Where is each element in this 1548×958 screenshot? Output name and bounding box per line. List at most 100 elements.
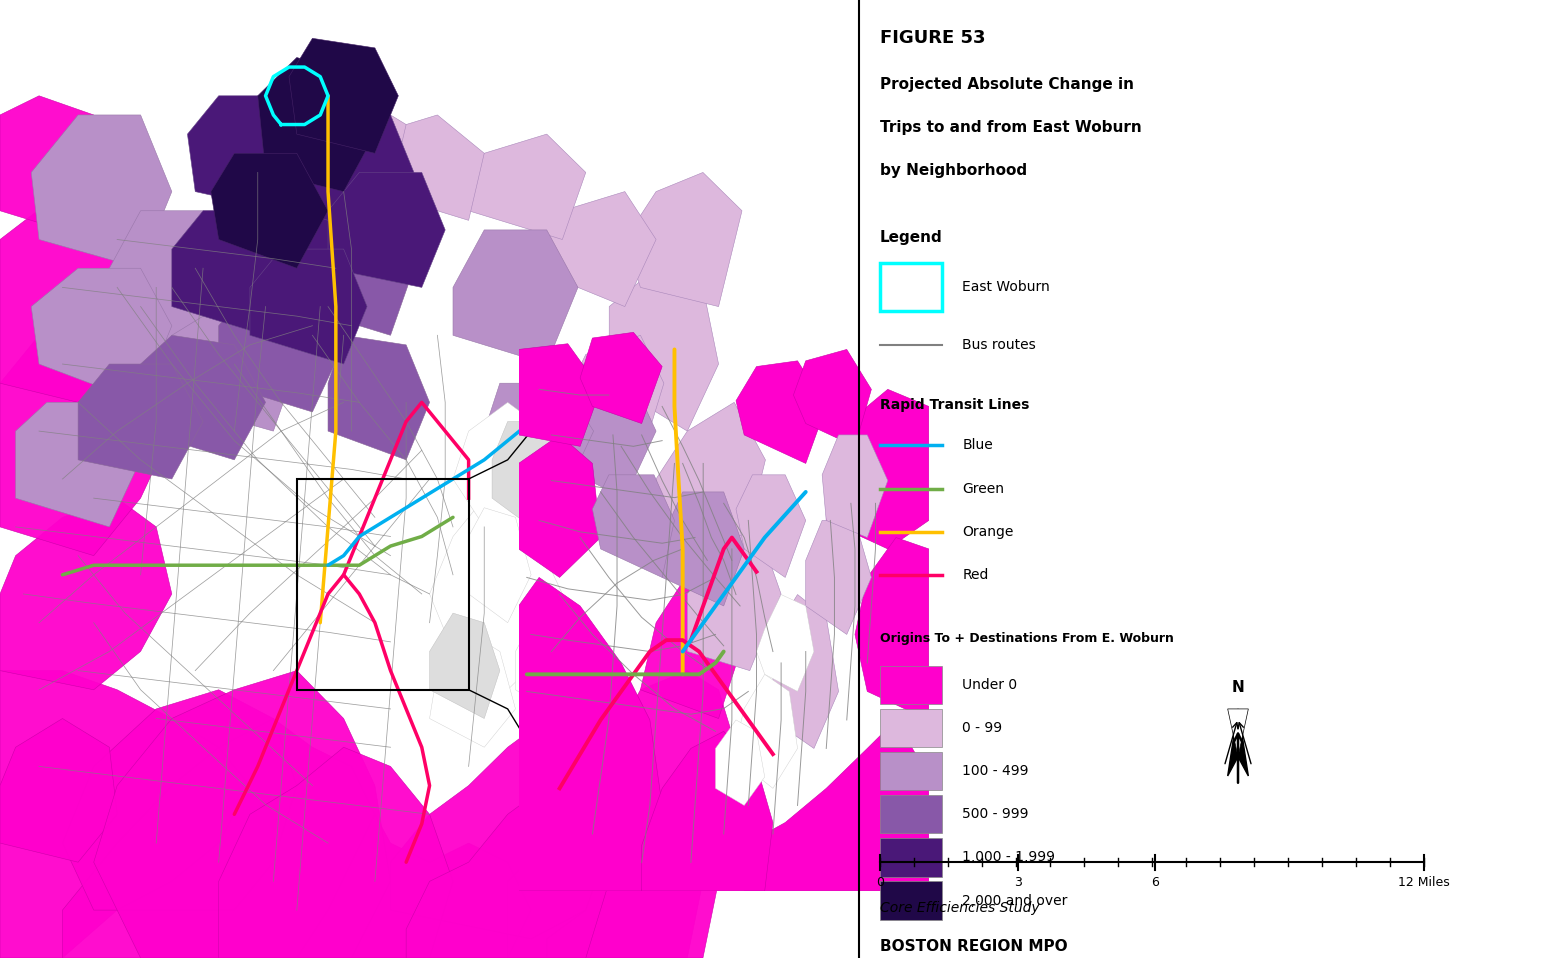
Text: 100 - 499: 100 - 499 [963, 764, 1029, 778]
Polygon shape [297, 814, 531, 958]
Text: Trips to and from East Woburn: Trips to and from East Woburn [879, 120, 1141, 135]
Text: by Neighborhood: by Neighborhood [879, 163, 1026, 178]
Polygon shape [31, 268, 172, 402]
Polygon shape [257, 57, 375, 192]
Polygon shape [515, 594, 593, 718]
Polygon shape [0, 335, 172, 556]
Polygon shape [735, 674, 797, 788]
Text: Red: Red [963, 568, 989, 582]
Text: 3: 3 [1014, 877, 1022, 889]
Polygon shape [531, 192, 656, 307]
Polygon shape [0, 192, 141, 402]
Text: Legend: Legend [879, 230, 943, 245]
Polygon shape [187, 96, 313, 211]
Polygon shape [31, 115, 172, 268]
Polygon shape [715, 720, 765, 806]
Polygon shape [827, 389, 929, 549]
Polygon shape [297, 211, 413, 335]
FancyBboxPatch shape [879, 263, 941, 311]
Text: 2,000 and over: 2,000 and over [963, 894, 1068, 907]
Polygon shape [580, 332, 663, 423]
Text: 1,000 - 1,999: 1,000 - 1,999 [963, 851, 1056, 864]
Polygon shape [745, 720, 929, 891]
Polygon shape [94, 671, 390, 958]
Polygon shape [519, 578, 663, 891]
Polygon shape [772, 595, 839, 748]
Polygon shape [562, 335, 664, 460]
FancyBboxPatch shape [879, 795, 941, 833]
Text: Rapid Transit Lines: Rapid Transit Lines [879, 398, 1029, 412]
Polygon shape [289, 38, 398, 153]
Polygon shape [297, 115, 413, 240]
Polygon shape [663, 492, 745, 606]
FancyBboxPatch shape [879, 881, 941, 920]
Polygon shape [546, 364, 656, 498]
Text: Bus routes: Bus routes [963, 338, 1036, 352]
Polygon shape [282, 96, 406, 192]
Text: 0 - 99: 0 - 99 [963, 721, 1003, 735]
Polygon shape [0, 498, 172, 690]
Polygon shape [15, 402, 141, 527]
Text: Projected Absolute Change in: Projected Absolute Change in [879, 77, 1133, 92]
FancyBboxPatch shape [879, 838, 941, 877]
Text: 12 Miles: 12 Miles [1398, 877, 1450, 889]
Polygon shape [62, 718, 375, 958]
Text: Origins To + Destinations From E. Woburn: Origins To + Destinations From E. Woburn [879, 632, 1173, 646]
Polygon shape [757, 595, 814, 692]
Polygon shape [328, 335, 430, 460]
Polygon shape [492, 422, 562, 527]
Polygon shape [735, 475, 807, 578]
Polygon shape [359, 115, 485, 220]
Text: 0: 0 [876, 877, 884, 889]
Text: 500 - 999: 500 - 999 [963, 808, 1029, 821]
Polygon shape [218, 287, 344, 412]
Bar [297, 479, 469, 690]
Polygon shape [854, 537, 929, 720]
Text: East Woburn: East Woburn [963, 281, 1050, 294]
Polygon shape [642, 731, 772, 891]
Polygon shape [390, 718, 610, 939]
Polygon shape [62, 690, 297, 910]
Polygon shape [328, 172, 446, 287]
Polygon shape [625, 172, 741, 307]
Polygon shape [0, 96, 110, 230]
Text: Orange: Orange [963, 525, 1014, 538]
Polygon shape [794, 350, 872, 446]
Polygon shape [610, 671, 741, 843]
Polygon shape [508, 814, 703, 958]
Polygon shape [0, 671, 249, 958]
Text: Core Efficiencies Study: Core Efficiencies Study [879, 901, 1039, 915]
Polygon shape [687, 527, 782, 671]
Text: 6: 6 [1152, 877, 1159, 889]
FancyBboxPatch shape [879, 666, 941, 704]
Polygon shape [454, 230, 577, 364]
Polygon shape [141, 335, 266, 460]
Polygon shape [1228, 709, 1248, 776]
Polygon shape [172, 211, 297, 335]
Polygon shape [735, 361, 827, 464]
FancyBboxPatch shape [879, 752, 941, 790]
Polygon shape [234, 134, 359, 268]
FancyBboxPatch shape [879, 709, 941, 747]
Polygon shape [822, 435, 889, 537]
Polygon shape [454, 402, 562, 556]
Polygon shape [610, 268, 718, 431]
Text: Under 0: Under 0 [963, 678, 1017, 692]
Polygon shape [77, 364, 203, 479]
Polygon shape [454, 134, 585, 240]
Polygon shape [0, 718, 118, 862]
Text: Blue: Blue [963, 439, 994, 452]
Polygon shape [546, 786, 718, 958]
Polygon shape [430, 613, 500, 718]
Text: BOSTON REGION MPO: BOSTON REGION MPO [879, 939, 1068, 954]
Text: FIGURE 53: FIGURE 53 [879, 29, 986, 47]
Polygon shape [406, 786, 610, 958]
Polygon shape [519, 435, 601, 578]
Text: Green: Green [963, 482, 1005, 495]
Polygon shape [593, 475, 675, 578]
Polygon shape [249, 172, 367, 287]
Polygon shape [249, 249, 367, 364]
Polygon shape [218, 172, 344, 307]
Polygon shape [469, 508, 531, 623]
Polygon shape [172, 307, 297, 431]
